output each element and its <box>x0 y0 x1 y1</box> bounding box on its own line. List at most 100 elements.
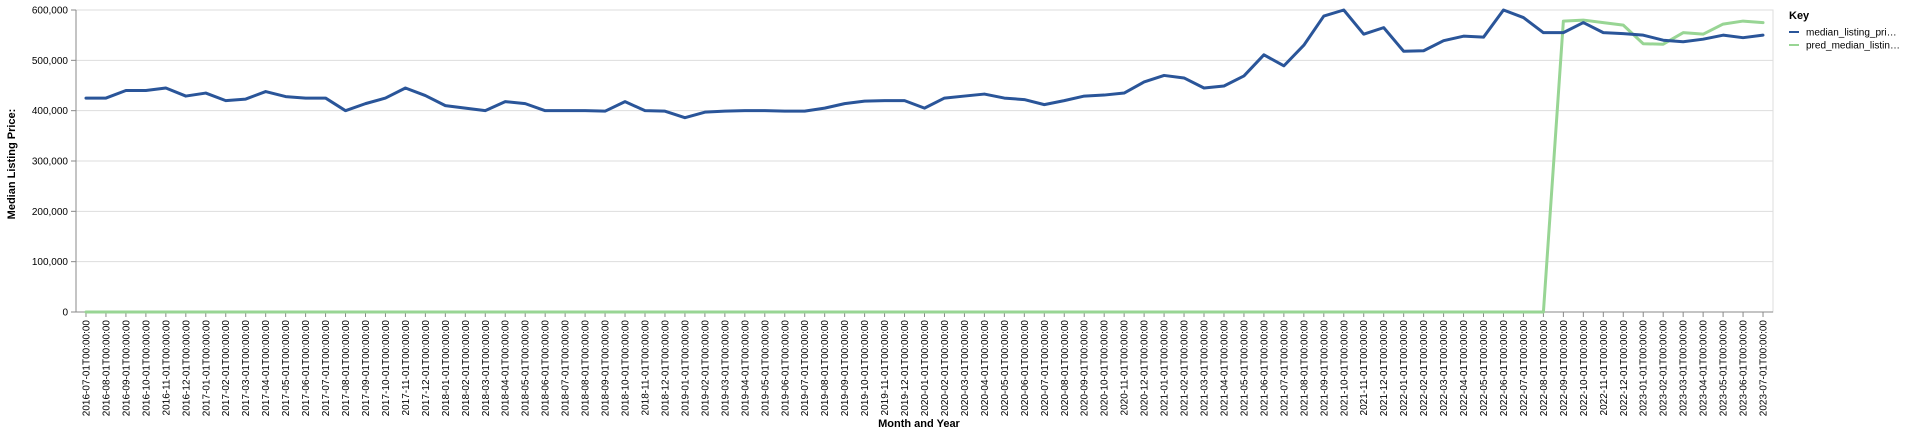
x-tick-label: 2017-03-01T00:00:00 <box>241 320 252 417</box>
x-tick-label: 2020-09-01T00:00:00 <box>1080 320 1091 417</box>
x-tick-label: 2017-07-01T00:00:00 <box>321 320 332 417</box>
x-tick-label: 2021-01-01T00:00:00 <box>1160 320 1171 417</box>
y-tick-label: 300,000 <box>32 157 69 168</box>
x-tick-label: 2023-06-01T00:00:00 <box>1739 320 1750 417</box>
x-tick-label: 2021-03-01T00:00:00 <box>1200 320 1211 417</box>
x-tick-label: 2021-08-01T00:00:00 <box>1299 320 1310 417</box>
x-tick-label: 2019-12-01T00:00:00 <box>900 320 911 417</box>
x-tick-label: 2020-08-01T00:00:00 <box>1060 320 1071 417</box>
x-tick-label: 2022-07-01T00:00:00 <box>1519 320 1530 417</box>
x-tick-label: 2018-02-01T00:00:00 <box>461 320 472 417</box>
y-tick-label: 0 <box>62 308 68 319</box>
x-tick-label: 2019-01-01T00:00:00 <box>680 320 691 417</box>
x-tick-label: 2020-10-01T00:00:00 <box>1100 320 1111 417</box>
x-tick-label: 2016-10-01T00:00:00 <box>141 320 152 417</box>
x-tick-label: 2023-05-01T00:00:00 <box>1719 320 1730 417</box>
x-tick-label: 2020-11-01T00:00:00 <box>1120 320 1131 416</box>
x-tick-label: 2021-07-01T00:00:00 <box>1279 320 1290 417</box>
x-tick-label: 2018-07-01T00:00:00 <box>561 320 572 417</box>
x-tick-label: 2020-01-01T00:00:00 <box>920 320 931 417</box>
x-tick-label: 2019-10-01T00:00:00 <box>860 320 871 417</box>
x-tick-label: 2017-04-01T00:00:00 <box>261 320 272 417</box>
x-tick-label: 2023-02-01T00:00:00 <box>1659 320 1670 417</box>
x-tick-label: 2019-02-01T00:00:00 <box>700 320 711 417</box>
x-tick-label: 2019-11-01T00:00:00 <box>880 320 891 416</box>
x-tick-label: 2022-12-01T00:00:00 <box>1619 320 1630 417</box>
y-tick-label: 600,000 <box>32 6 69 17</box>
x-tick-label: 2022-04-01T00:00:00 <box>1459 320 1470 417</box>
x-tick-label: 2018-05-01T00:00:00 <box>521 320 532 417</box>
x-tick-label: 2021-02-01T00:00:00 <box>1180 320 1191 417</box>
x-tick-label: 2019-09-01T00:00:00 <box>840 320 851 417</box>
x-tick-label: 2021-09-01T00:00:00 <box>1319 320 1330 417</box>
x-tick-label: 2017-11-01T00:00:00 <box>401 320 412 416</box>
x-tick-label: 2019-03-01T00:00:00 <box>720 320 731 417</box>
x-tick-label: 2017-06-01T00:00:00 <box>301 320 312 417</box>
series-line-0 <box>84 8 1765 120</box>
x-tick-label: 2021-04-01T00:00:00 <box>1219 320 1230 417</box>
legend-label-1: pred_median_listin… <box>1806 41 1900 52</box>
x-tick-label: 2017-12-01T00:00:00 <box>421 320 432 417</box>
x-tick-label: 2016-12-01T00:00:00 <box>181 320 192 417</box>
legend-title: Key <box>1789 10 1810 22</box>
x-tick-label: 2020-06-01T00:00:00 <box>1020 320 1031 417</box>
x-tick-label: 2022-02-01T00:00:00 <box>1419 320 1430 417</box>
series-lines <box>84 8 1765 314</box>
y-tick-label: 100,000 <box>32 257 69 268</box>
x-axis: 2016-07-01T00:00:00 2016-08-01T00:00:00 20… <box>76 311 1773 417</box>
x-tick-label: 2017-08-01T00:00:00 <box>341 320 352 417</box>
x-tick-label: 2018-08-01T00:00:00 <box>581 320 592 417</box>
x-tick-label: 2017-01-01T00:00:00 <box>201 320 212 417</box>
x-tick-label: 2021-12-01T00:00:00 <box>1379 320 1390 417</box>
x-tick-label: 2019-05-01T00:00:00 <box>760 320 771 417</box>
x-tick-label: 2017-05-01T00:00:00 <box>281 320 292 417</box>
grid-lines <box>75 9 1774 313</box>
x-tick-label: 2018-11-01T00:00:00 <box>640 320 651 416</box>
x-tick-label: 2021-10-01T00:00:00 <box>1339 320 1350 417</box>
x-tick-label: 2019-07-01T00:00:00 <box>800 320 811 417</box>
x-tick-label: 2023-04-01T00:00:00 <box>1699 320 1710 417</box>
x-tick-label: 2019-08-01T00:00:00 <box>820 320 831 417</box>
x-tick-label: 2021-06-01T00:00:00 <box>1259 320 1270 417</box>
y-axis: 0 100,000 200,000 300,000 400,000 500,000 600,… <box>32 6 77 319</box>
x-tick-label: 2022-10-01T00:00:00 <box>1579 320 1590 417</box>
x-tick-label: 2020-03-01T00:00:00 <box>960 320 971 417</box>
x-tick-label: 2022-09-01T00:00:00 <box>1559 320 1570 417</box>
x-tick-label: 2016-07-01T00:00:00 <box>81 320 92 417</box>
x-tick-label: 2016-09-01T00:00:00 <box>121 320 132 417</box>
y-tick-label: 200,000 <box>32 207 69 218</box>
y-axis-title: Median Listing Price: <box>6 109 18 220</box>
x-tick-label: 2022-11-01T00:00:00 <box>1599 320 1610 416</box>
x-tick-label: 2022-08-01T00:00:00 <box>1539 320 1550 417</box>
x-tick-label: 2019-06-01T00:00:00 <box>780 320 791 417</box>
x-tick-label: 2020-05-01T00:00:00 <box>1000 320 1011 417</box>
x-tick-label: 2018-04-01T00:00:00 <box>501 320 512 417</box>
x-tick-label: 2022-03-01T00:00:00 <box>1439 320 1450 417</box>
x-tick-label: 2018-03-01T00:00:00 <box>481 320 492 417</box>
x-tick-label: 2023-07-01T00:00:00 <box>1759 320 1770 417</box>
series-line-1 <box>84 18 1765 314</box>
x-tick-label: 2021-05-01T00:00:00 <box>1239 320 1250 417</box>
x-tick-label: 2017-09-01T00:00:00 <box>361 320 372 417</box>
x-tick-label: 2022-01-01T00:00:00 <box>1399 320 1410 417</box>
x-tick-label: 2018-06-01T00:00:00 <box>541 320 552 417</box>
y-tick-label: 500,000 <box>32 56 69 67</box>
x-tick-label: 2022-06-01T00:00:00 <box>1499 320 1510 417</box>
x-tick-label: 2023-01-01T00:00:00 <box>1639 320 1650 417</box>
x-tick-label: 2021-11-01T00:00:00 <box>1359 320 1370 416</box>
x-tick-label: 2016-11-01T00:00:00 <box>161 320 172 416</box>
x-tick-label: 2020-07-01T00:00:00 <box>1040 320 1051 417</box>
x-tick-label: 2020-02-01T00:00:00 <box>940 320 951 417</box>
x-tick-label: 2019-04-01T00:00:00 <box>740 320 751 417</box>
x-tick-label: 2023-03-01T00:00:00 <box>1679 320 1690 417</box>
x-tick-label: 2020-04-01T00:00:00 <box>980 320 991 417</box>
x-tick-label: 2018-09-01T00:00:00 <box>601 320 612 417</box>
legend-label-0: median_listing_pri… <box>1806 28 1897 39</box>
x-tick-label: 2017-02-01T00:00:00 <box>221 320 232 417</box>
legend: Key median_listing_pri… pred_median_listi… <box>1789 10 1900 52</box>
x-axis-title: Month and Year <box>878 418 960 430</box>
x-tick-label: 2020-12-01T00:00:00 <box>1140 320 1151 417</box>
y-tick-label: 400,000 <box>32 106 69 117</box>
x-tick-label: 2022-05-01T00:00:00 <box>1479 320 1490 417</box>
